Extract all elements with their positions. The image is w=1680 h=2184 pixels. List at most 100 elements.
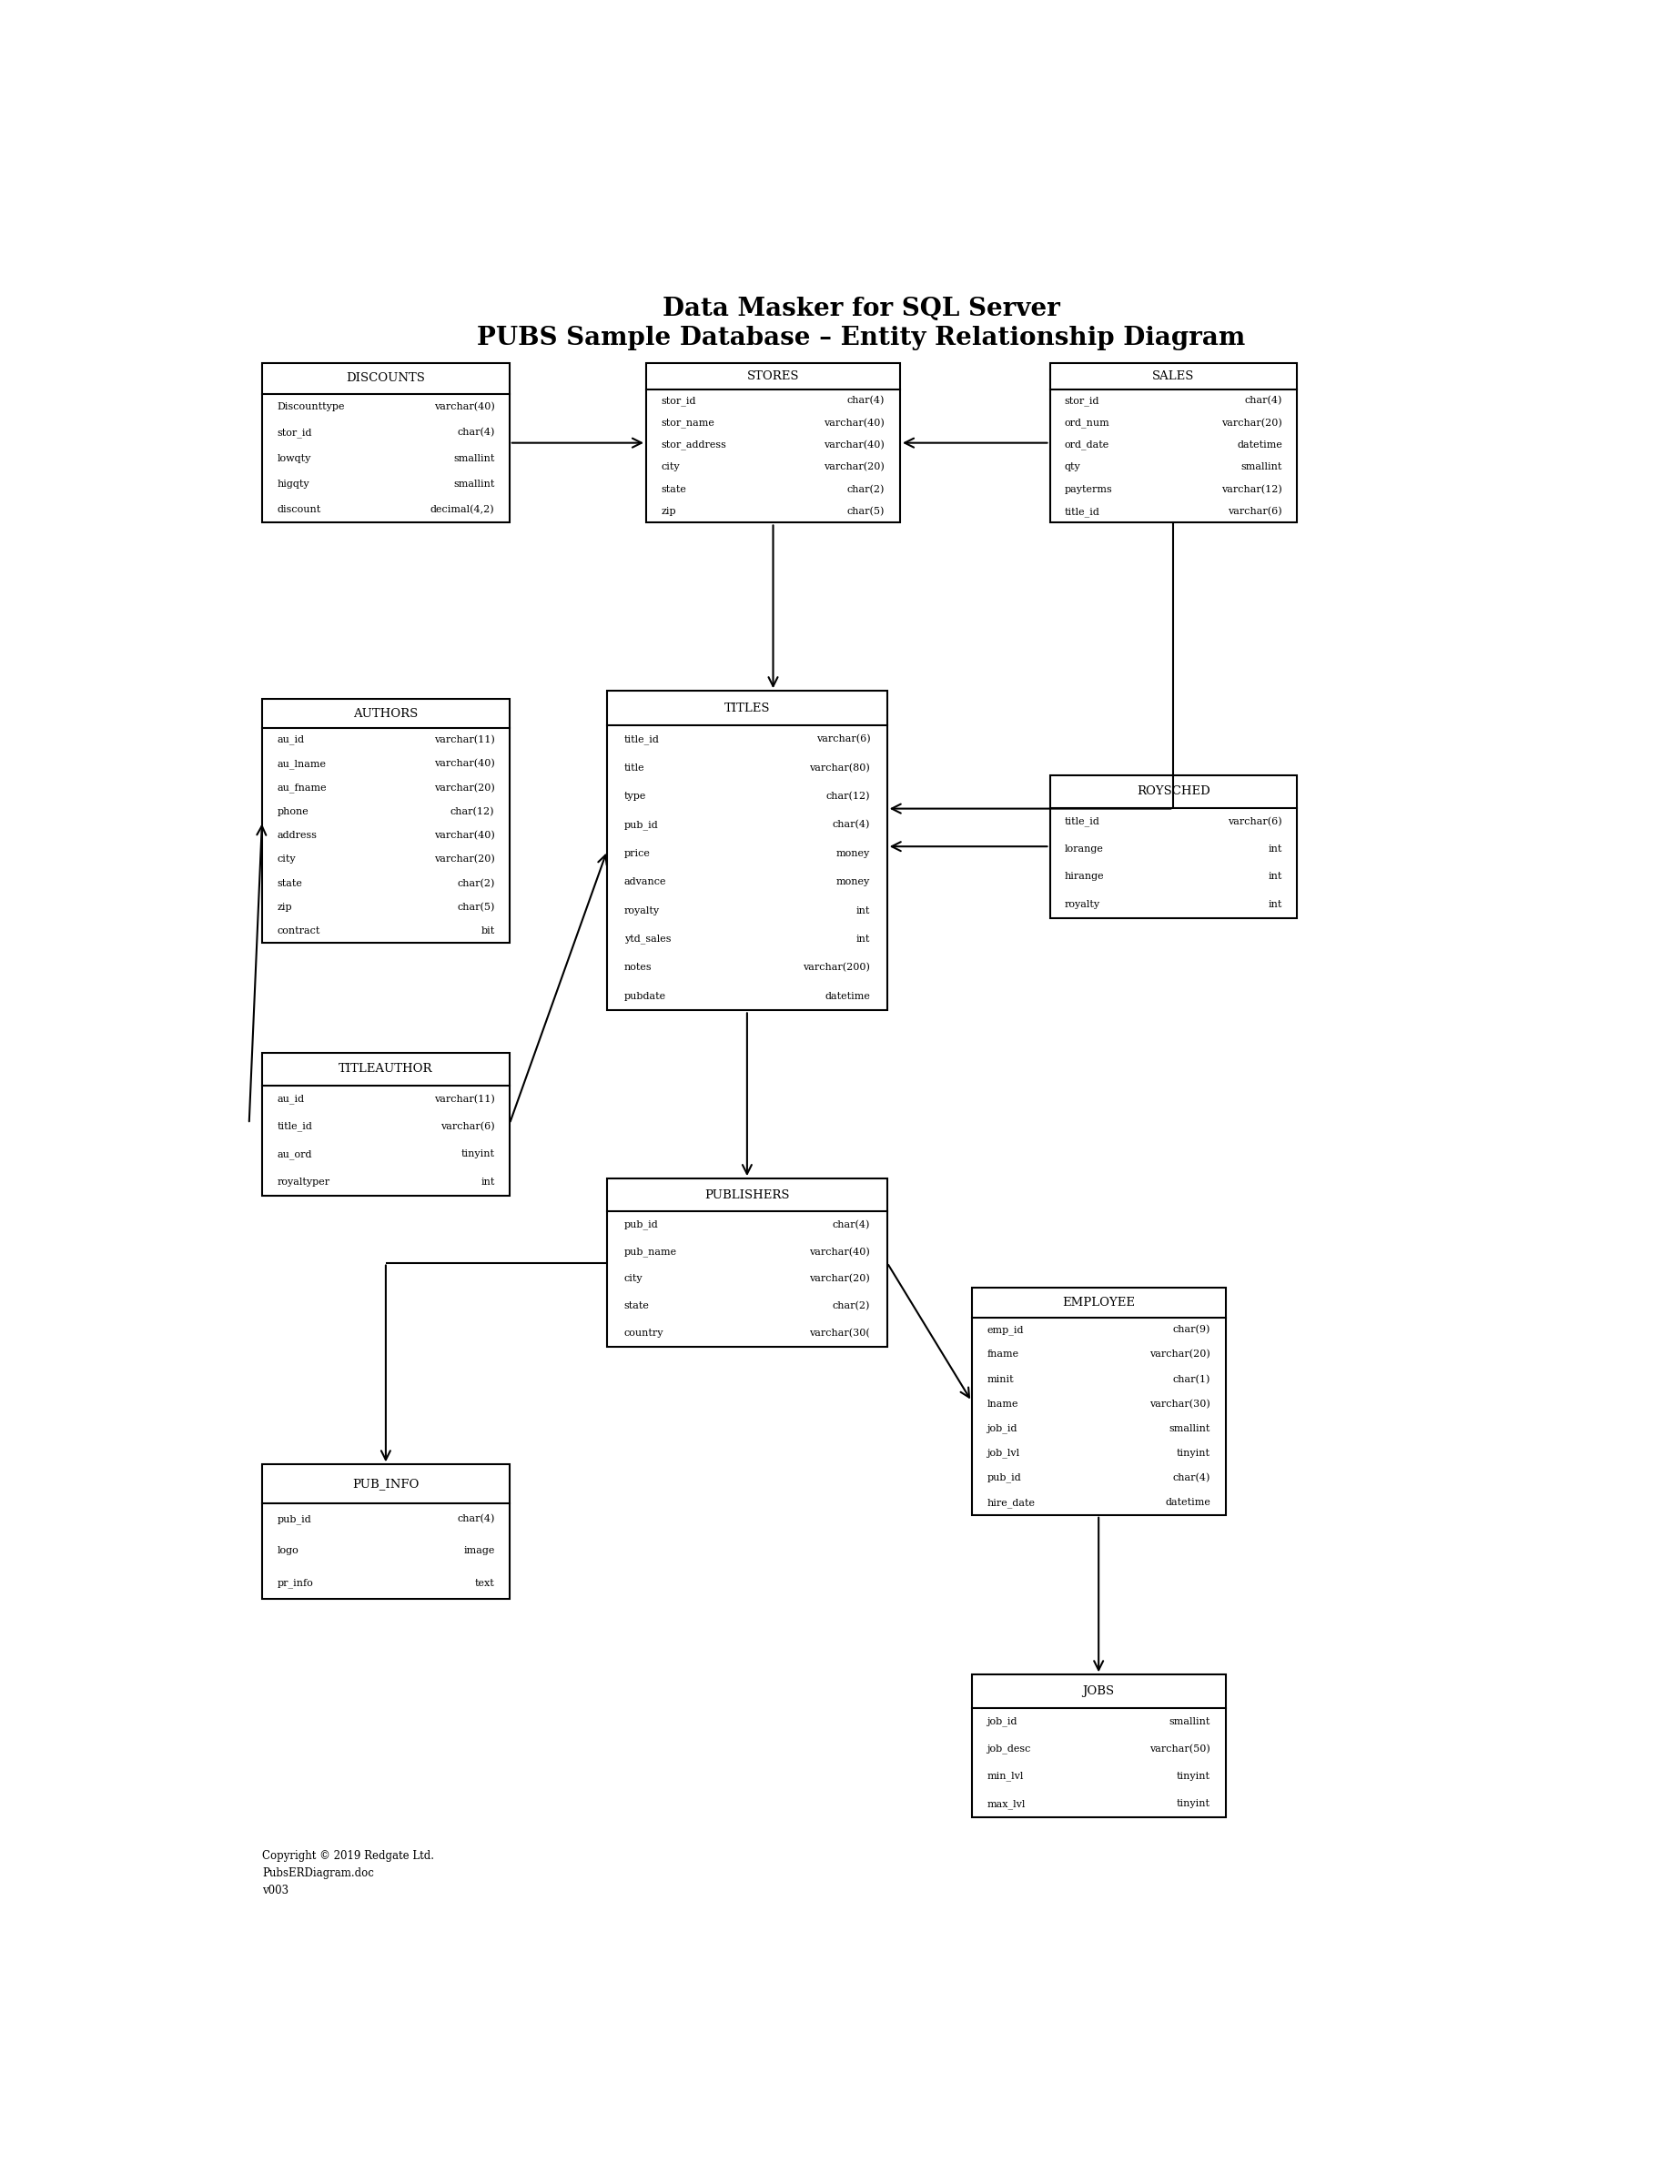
Text: au_ord: au_ord xyxy=(277,1149,312,1160)
Text: TITLEAUTHOR: TITLEAUTHOR xyxy=(339,1064,433,1075)
Text: varchar(20): varchar(20) xyxy=(1221,417,1282,428)
Text: higqty: higqty xyxy=(277,480,309,489)
Text: discount: discount xyxy=(277,505,321,515)
Text: money: money xyxy=(837,878,870,887)
Text: fname: fname xyxy=(986,1350,1018,1358)
Text: char(4): char(4) xyxy=(1245,395,1282,406)
Text: decimal(4,2): decimal(4,2) xyxy=(430,505,494,515)
Text: country: country xyxy=(623,1328,664,1339)
Text: JOBS: JOBS xyxy=(1082,1686,1114,1697)
Text: address: address xyxy=(277,832,318,841)
Bar xyxy=(971,1289,1225,1516)
Text: varchar(20): varchar(20) xyxy=(433,784,494,793)
Text: notes: notes xyxy=(623,963,652,972)
Text: zip: zip xyxy=(662,507,677,515)
Text: varchar(80): varchar(80) xyxy=(810,762,870,773)
Text: hire_date: hire_date xyxy=(986,1498,1035,1507)
Text: stor_address: stor_address xyxy=(662,441,727,450)
Text: price: price xyxy=(623,850,650,858)
Text: varchar(20): varchar(20) xyxy=(810,1273,870,1284)
Text: varchar(40): varchar(40) xyxy=(810,1247,870,1256)
Text: char(4): char(4) xyxy=(457,428,494,437)
Text: char(4): char(4) xyxy=(1173,1474,1210,1483)
Text: int: int xyxy=(857,906,870,915)
Text: int: int xyxy=(1268,845,1282,854)
Text: ord_date: ord_date xyxy=(1065,441,1109,450)
Text: varchar(40): varchar(40) xyxy=(433,402,494,411)
Text: logo: logo xyxy=(277,1546,299,1555)
Text: hirange: hirange xyxy=(1065,871,1104,882)
Text: DISCOUNTS: DISCOUNTS xyxy=(346,373,425,384)
Text: int: int xyxy=(1268,900,1282,909)
Text: Discounttype: Discounttype xyxy=(277,402,344,411)
Text: SALES: SALES xyxy=(1152,371,1194,382)
Text: bit: bit xyxy=(480,926,494,935)
Text: smallint: smallint xyxy=(1169,1424,1210,1433)
Text: royalty: royalty xyxy=(623,906,660,915)
Text: datetime: datetime xyxy=(1164,1498,1210,1507)
Text: stor_id: stor_id xyxy=(1065,395,1100,406)
Text: emp_id: emp_id xyxy=(986,1326,1023,1334)
Bar xyxy=(647,363,900,522)
Text: varchar(40): varchar(40) xyxy=(825,417,885,428)
Text: char(5): char(5) xyxy=(847,507,885,515)
Text: char(12): char(12) xyxy=(827,793,870,802)
Bar xyxy=(262,363,509,522)
Text: char(2): char(2) xyxy=(847,485,885,494)
Text: AUTHORS: AUTHORS xyxy=(353,708,418,719)
Text: advance: advance xyxy=(623,878,667,887)
Text: char(12): char(12) xyxy=(450,806,494,817)
Text: minit: minit xyxy=(986,1374,1013,1385)
Text: phone: phone xyxy=(277,808,309,817)
Text: EMPLOYEE: EMPLOYEE xyxy=(1062,1297,1136,1308)
Text: au_fname: au_fname xyxy=(277,782,326,793)
Text: smallint: smallint xyxy=(1169,1717,1210,1725)
Text: ROYSCHED: ROYSCHED xyxy=(1137,786,1210,797)
Text: lorange: lorange xyxy=(1065,845,1104,854)
Text: state: state xyxy=(623,1302,648,1310)
Text: royaltyper: royaltyper xyxy=(277,1177,329,1186)
Bar xyxy=(1050,363,1297,522)
Text: image: image xyxy=(464,1546,494,1555)
Text: title_id: title_id xyxy=(1065,817,1100,826)
Text: varchar(6): varchar(6) xyxy=(1228,817,1282,826)
Text: lname: lname xyxy=(986,1400,1018,1409)
Text: char(4): char(4) xyxy=(457,1514,494,1524)
Text: varchar(20): varchar(20) xyxy=(433,854,494,865)
Text: max_lvl: max_lvl xyxy=(986,1800,1025,1808)
Text: stor_name: stor_name xyxy=(662,417,716,428)
Text: PUB_INFO: PUB_INFO xyxy=(353,1479,418,1489)
Text: tinyint: tinyint xyxy=(460,1149,494,1160)
Text: contract: contract xyxy=(277,926,319,935)
Text: smallint: smallint xyxy=(454,480,494,489)
Text: varchar(30): varchar(30) xyxy=(1149,1400,1210,1409)
Text: varchar(40): varchar(40) xyxy=(433,760,494,769)
Text: smallint: smallint xyxy=(1242,463,1282,472)
Text: char(9): char(9) xyxy=(1173,1326,1210,1334)
Text: varchar(6): varchar(6) xyxy=(1228,507,1282,515)
Text: pubdate: pubdate xyxy=(623,992,665,1000)
Text: int: int xyxy=(857,935,870,943)
Text: pub_id: pub_id xyxy=(623,821,659,830)
Text: varchar(40): varchar(40) xyxy=(433,830,494,841)
Text: city: city xyxy=(623,1275,643,1284)
Text: job_desc: job_desc xyxy=(986,1745,1032,1754)
Text: Data Masker for SQL Server: Data Masker for SQL Server xyxy=(662,297,1060,321)
Text: title: title xyxy=(623,764,645,773)
Bar xyxy=(1050,775,1297,917)
Bar xyxy=(606,1179,887,1348)
Text: state: state xyxy=(662,485,687,494)
Text: state: state xyxy=(277,878,302,889)
Bar xyxy=(262,1465,509,1599)
Bar xyxy=(262,699,509,943)
Text: stor_id: stor_id xyxy=(277,428,312,437)
Text: lowqty: lowqty xyxy=(277,454,311,463)
Text: title_id: title_id xyxy=(623,734,659,745)
Text: text: text xyxy=(475,1579,494,1588)
Text: datetime: datetime xyxy=(1236,441,1282,450)
Text: PUBS Sample Database – Entity Relationship Diagram: PUBS Sample Database – Entity Relationsh… xyxy=(477,325,1245,349)
Text: int: int xyxy=(480,1177,494,1186)
Text: qty: qty xyxy=(1065,463,1080,472)
Text: varchar(11): varchar(11) xyxy=(433,736,494,745)
Text: varchar(11): varchar(11) xyxy=(433,1094,494,1103)
